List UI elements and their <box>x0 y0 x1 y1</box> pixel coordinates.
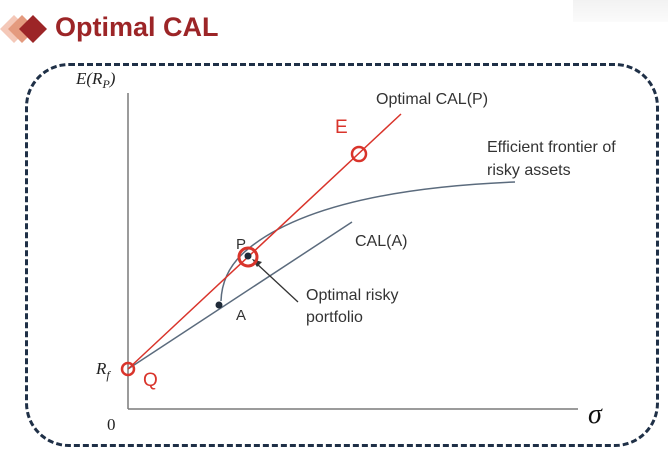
frontier-label-line1: Efficient frontier of <box>487 139 616 156</box>
cal-a-line <box>127 221 353 370</box>
point-p-label: P <box>236 236 246 253</box>
point-e-label: E <box>335 117 348 138</box>
title-bar: Optimal CAL <box>0 0 668 60</box>
origin-label: 0 <box>107 415 116 434</box>
efficient-frontier-curve <box>220 181 516 302</box>
point-a-marker <box>215 301 223 309</box>
point-q-highlight <box>120 361 136 377</box>
point-p-marker <box>244 252 252 260</box>
point-a-label: A <box>236 307 246 324</box>
cal-a-label: CAL(A) <box>355 233 407 250</box>
point-q-label: Q <box>143 370 158 391</box>
optimal-cal-line <box>127 113 402 370</box>
diagram-frame <box>25 63 659 447</box>
page-title: Optimal CAL <box>55 12 219 42</box>
corner-shade <box>573 0 668 22</box>
optimal-portfolio-label-line2: portfolio <box>306 309 363 326</box>
frontier-label-line2: risky assets <box>487 162 571 179</box>
optimal-portfolio-label-line1: Optimal risky <box>306 287 398 304</box>
optimal-portfolio-arrow <box>255 262 299 303</box>
point-e-highlight <box>350 145 368 163</box>
rf-label: Rf <box>95 359 111 382</box>
point-p-highlight <box>237 246 259 268</box>
x-axis-label: σ <box>588 399 603 430</box>
optimal-cal-label: Optimal CAL(P) <box>376 91 488 108</box>
diamond-bullet-icon <box>0 15 47 43</box>
y-axis-label: E(RP) <box>75 69 116 91</box>
